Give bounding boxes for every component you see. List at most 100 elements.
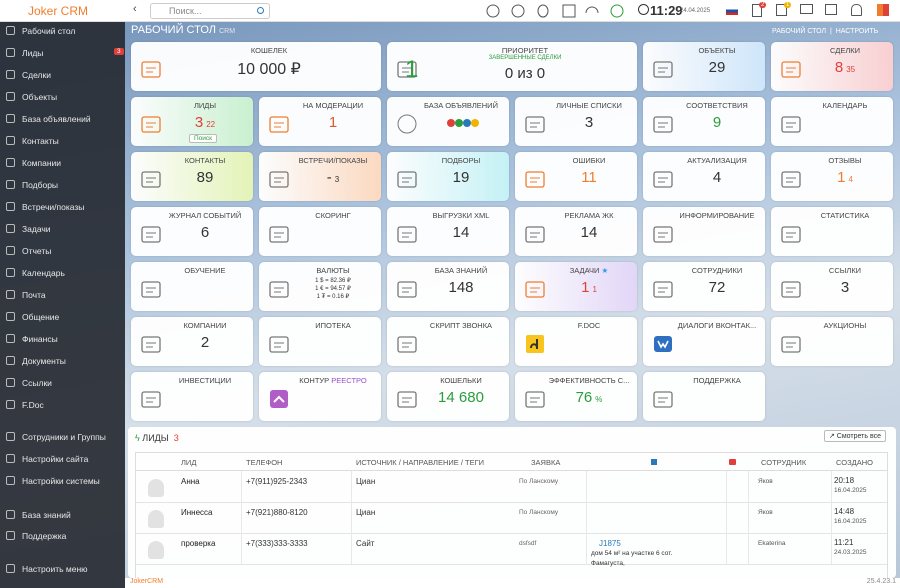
- value: -: [326, 169, 332, 186]
- sidebar-item[interactable]: Отчеты: [6, 246, 51, 256]
- tile[interactable]: СКОРИНГ: [259, 207, 381, 256]
- tile-value: 14 680: [417, 389, 505, 406]
- db-icon[interactable]: [537, 4, 549, 18]
- tile[interactable]: ЛИДЫ 3 22 Поиск: [131, 97, 253, 146]
- sidebar-item[interactable]: Подборы: [6, 180, 58, 190]
- sidebar-item[interactable]: Сделки: [6, 70, 51, 80]
- row-line: [136, 502, 887, 503]
- tile[interactable]: ЭФФЕКТИВНОСТЬ С... 76%: [515, 372, 637, 421]
- tile[interactable]: КОНТУР РЕЕСТРО: [259, 372, 381, 421]
- notify-icon[interactable]: [752, 4, 762, 17]
- tile[interactable]: ОТЗЫВЫ 1 4: [771, 152, 893, 201]
- sidebar-item[interactable]: Задачи: [6, 224, 51, 234]
- tile-label: АУКЦИОНЫ: [801, 321, 889, 330]
- tile[interactable]: ОБЪЕКТЫ 29: [643, 42, 765, 91]
- add-icon[interactable]: [610, 4, 624, 18]
- sidebar-item[interactable]: База знаний: [6, 510, 71, 520]
- tile[interactable]: АКТУАЛИЗАЦИЯ 4: [643, 152, 765, 201]
- tile[interactable]: СТАТИСТИКА: [771, 207, 893, 256]
- tile[interactable]: БАЗА ЗНАНИЙ 148: [387, 262, 509, 311]
- tile[interactable]: ПОДБОРЫ 19: [387, 152, 509, 201]
- monitor-icon[interactable]: [800, 4, 813, 14]
- sidebar-item[interactable]: Встречи/показы: [6, 202, 84, 212]
- sidebar-item[interactable]: Общение: [6, 312, 59, 322]
- menu-label: Ссылки: [22, 378, 52, 388]
- sidebar-item[interactable]: Компании: [6, 158, 61, 168]
- help-icon[interactable]: [486, 4, 500, 18]
- search-box[interactable]: Поиск...: [150, 3, 270, 19]
- tile[interactable]: ИНФОРМИРОВАНИЕ: [643, 207, 765, 256]
- back-button[interactable]: ‹: [133, 3, 137, 15]
- tile[interactable]: КАЛЕНДАРЬ: [771, 97, 893, 146]
- tile[interactable]: СОТРУДНИКИ 72: [643, 262, 765, 311]
- tile-label: F.DOC: [545, 321, 633, 330]
- sidebar-item[interactable]: Настройки сайта: [6, 454, 88, 464]
- tile[interactable]: ССЫЛКИ 3: [771, 262, 893, 311]
- menu-label: Рабочий стол: [22, 26, 76, 36]
- tile[interactable]: ИПОТЕКА: [259, 317, 381, 366]
- sidebar-item[interactable]: Лиды 3: [6, 48, 124, 58]
- menu-icon: [6, 400, 15, 409]
- tile[interactable]: ВАЛЮТЫ 1 $ = 82.36 ₽ 1 € = 94.57 ₽ 1 ₮ = 0.…: [259, 262, 381, 311]
- globe-icon[interactable]: [511, 4, 525, 18]
- headset-icon[interactable]: [585, 6, 599, 14]
- chat-icon[interactable]: [825, 4, 837, 15]
- tile-icon: [781, 281, 801, 298]
- sidebar-item[interactable]: Ссылки: [6, 378, 52, 388]
- sidebar-item[interactable]: Поддержка: [6, 531, 66, 541]
- tile[interactable]: ИНВЕСТИЦИИ: [131, 372, 253, 421]
- app-icon[interactable]: [877, 4, 889, 16]
- logo[interactable]: Joker CRM: [28, 4, 89, 18]
- tile[interactable]: НА МОДЕРАЦИИ 1: [259, 97, 381, 146]
- sidebar-item[interactable]: Сотрудники и Группы: [6, 432, 106, 442]
- tile[interactable]: КОНТАКТЫ 89: [131, 152, 253, 201]
- tile[interactable]: КОШЕЛЬКИ 14 680: [387, 372, 509, 421]
- currency-rate: 1 ₮ = 0.16 ₽: [316, 294, 350, 300]
- tile[interactable]: ЖУРНАЛ СОБЫТИЙ 6: [131, 207, 253, 256]
- sidebar-item[interactable]: Почта: [6, 290, 46, 300]
- sidebar-item[interactable]: Документы: [6, 356, 66, 366]
- sidebar-item[interactable]: Финансы: [6, 334, 58, 344]
- search-button[interactable]: Поиск: [189, 134, 218, 143]
- tile[interactable]: ЗАДАЧИ ★ 1 1: [515, 262, 637, 311]
- label-extra: РЕЕСТРО: [331, 376, 367, 385]
- tile[interactable]: ВСТРЕЧИ/ПОКАЗЫ -3: [259, 152, 381, 201]
- sidebar-item[interactable]: Объекты: [6, 92, 57, 102]
- tile[interactable]: РЕКЛАМА ЖК 14: [515, 207, 637, 256]
- tile[interactable]: СДЕЛКИ 8 35: [771, 42, 893, 91]
- sidebar-item[interactable]: Настройки системы: [6, 476, 100, 486]
- tile[interactable]: ПОДДЕРЖКА: [643, 372, 765, 421]
- tile[interactable]: ОШИБКИ 11: [515, 152, 637, 201]
- task-icon[interactable]: [776, 4, 787, 16]
- crumb[interactable]: РАБОЧИЙ СТОЛ: [772, 28, 827, 35]
- tile[interactable]: ВЫГРУЗКИ XML 14: [387, 207, 509, 256]
- wallet-icon[interactable]: [562, 4, 576, 18]
- menu-label: Лиды: [22, 48, 44, 58]
- sidebar-item[interactable]: F.Doc: [6, 400, 44, 410]
- tile[interactable]: АУКЦИОНЫ: [771, 317, 893, 366]
- sidebar-item[interactable]: Контакты: [6, 136, 59, 146]
- tile[interactable]: КОМПАНИИ 2: [131, 317, 253, 366]
- tile[interactable]: СКРИПТ ЗВОНКА: [387, 317, 509, 366]
- view-all-button[interactable]: ↗ Смотреть все: [823, 430, 886, 442]
- flag-ru[interactable]: [726, 7, 738, 15]
- tile[interactable]: ЛИЧНЫЕ СПИСКИ 3: [515, 97, 637, 146]
- tile-icon: [141, 116, 161, 133]
- tile[interactable]: БАЗА ОБЪЯВЛЕНИЙ: [387, 97, 509, 146]
- sidebar-item[interactable]: Календарь: [6, 268, 65, 278]
- lead-name: Иннесса: [181, 508, 213, 517]
- sidebar-item[interactable]: Настроить меню: [6, 564, 88, 574]
- tile[interactable]: F.DOC: [515, 317, 637, 366]
- tile[interactable]: КОШЕЛЕК 10 000 ₽: [131, 42, 381, 91]
- tile[interactable]: ДИАЛОГИ ВКОНТАК...: [643, 317, 765, 366]
- tile[interactable]: ПРИОРИТЕТ 1 ЗАВЕРШЕННЫЕ СДЕЛКИ 0 из 0: [387, 42, 637, 91]
- lead-request: По Ланскому: [519, 509, 559, 516]
- sidebar-item[interactable]: База объявлений: [6, 114, 91, 124]
- tile[interactable]: СООТВЕТСТВИЯ 9: [643, 97, 765, 146]
- sidebar-item[interactable]: Рабочий стол: [0, 26, 125, 36]
- bell-icon[interactable]: [851, 4, 862, 16]
- tile-icon: [397, 281, 417, 298]
- tile-icon: [653, 391, 673, 408]
- settings-link[interactable]: НАСТРОИТЬ: [835, 28, 879, 35]
- tile[interactable]: ОБУЧЕНИЕ: [131, 262, 253, 311]
